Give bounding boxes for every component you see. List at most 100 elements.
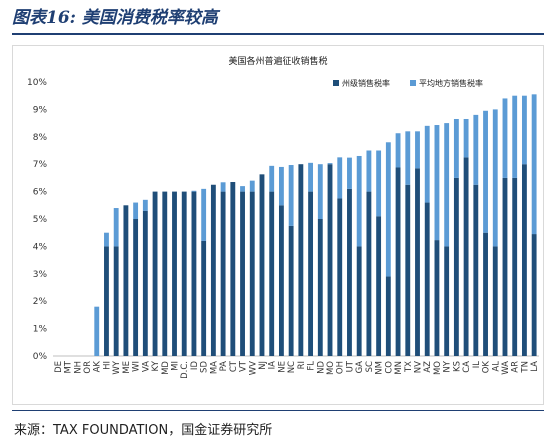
bar-local-rate xyxy=(94,306,100,356)
x-tick-label: WY xyxy=(112,360,122,374)
bar-local-rate xyxy=(376,150,382,217)
bar-state-rate xyxy=(347,188,352,356)
x-tick-label: CA xyxy=(462,361,472,373)
bar-state-rate xyxy=(133,219,139,356)
x-tick-label: NC xyxy=(287,361,297,373)
bar-local-rate xyxy=(492,109,498,247)
bar-state-rate xyxy=(356,246,362,356)
bottom-rule xyxy=(12,410,544,411)
bar-state-rate xyxy=(337,198,343,356)
bar-state-rate xyxy=(317,219,323,356)
x-tick-label: CT xyxy=(229,360,239,372)
bar-state-rate xyxy=(415,168,420,356)
y-tick-label: 9% xyxy=(33,105,48,115)
bar-local-rate xyxy=(347,157,352,189)
x-tick-label: AK xyxy=(93,361,103,373)
bar-state-rate xyxy=(298,164,304,356)
bar-state-rate xyxy=(259,174,265,356)
bar-state-rate xyxy=(531,234,537,356)
x-tick-label: SD xyxy=(200,361,210,373)
x-tick-label: TN xyxy=(520,361,530,374)
bar-state-rate xyxy=(483,232,488,356)
x-tick-label: VT xyxy=(239,360,249,372)
x-tick-label: TX xyxy=(404,361,414,373)
x-tick-label: AR xyxy=(511,361,521,373)
bar-local-rate xyxy=(512,95,518,178)
x-tick-label: MT xyxy=(64,360,74,373)
bar-local-rate xyxy=(424,125,430,203)
bar-state-rate xyxy=(152,191,158,356)
bar-local-rate xyxy=(366,150,372,192)
bar-local-rate xyxy=(191,190,197,192)
bar-state-rate xyxy=(162,191,168,356)
bar-state-rate xyxy=(181,191,187,356)
bar-local-rate xyxy=(278,166,284,206)
bar-state-rate xyxy=(521,164,527,356)
sales-tax-chart: 美国各州普遍征收销售税 州级销售税率 平均地方销售税率 0% 1% 2% 3% 4% 5%… xyxy=(27,55,540,379)
y-tick-label: 3% xyxy=(33,270,48,280)
x-tick-label: MN xyxy=(394,361,404,375)
x-tick-label: DE xyxy=(54,361,64,373)
bar-local-rate xyxy=(240,186,245,192)
x-tick-label: RI xyxy=(297,361,307,369)
x-tick-label: WA xyxy=(501,361,511,375)
bar-state-rate xyxy=(327,164,333,356)
bars xyxy=(94,94,537,356)
x-tick-label: WV xyxy=(248,361,258,375)
bar-state-rate xyxy=(453,177,459,356)
bar-local-rate xyxy=(502,98,508,178)
bar-state-rate xyxy=(201,240,207,356)
bar-state-rate xyxy=(492,246,498,356)
x-tick-label: PA xyxy=(219,361,229,372)
bar-state-rate xyxy=(104,246,109,356)
bar-state-rate xyxy=(444,246,450,356)
x-tick-label: AL xyxy=(491,361,501,372)
x-tick-label: SC xyxy=(365,361,375,372)
x-tick-label: MO xyxy=(433,361,443,375)
x-tick-label: ME xyxy=(122,361,132,374)
bar-state-rate xyxy=(142,210,148,356)
bar-local-rate xyxy=(317,164,323,219)
y-tick-label: 5% xyxy=(33,215,48,225)
bar-local-rate xyxy=(308,162,314,192)
figure-title: 图表16: 美国消费税率较高 xyxy=(12,8,218,28)
bar-local-rate xyxy=(463,118,469,158)
x-tick-label: IL xyxy=(472,361,482,369)
chart-title: 美国各州普遍征收销售税 xyxy=(228,55,327,67)
y-tick-label: 7% xyxy=(33,160,48,170)
x-tick-label: VA xyxy=(141,361,151,372)
bar-state-rate xyxy=(434,240,440,356)
x-tick-label: KS xyxy=(452,361,462,372)
bar-local-rate xyxy=(473,114,479,185)
legend-swatch-local xyxy=(410,80,416,86)
bar-local-rate xyxy=(483,110,488,233)
bar-local-rate xyxy=(405,131,411,185)
bar-local-rate xyxy=(113,208,119,247)
bar-local-rate xyxy=(531,94,537,235)
bar-state-rate xyxy=(172,191,177,356)
bar-local-rate xyxy=(142,199,148,211)
x-tick-label: FL xyxy=(307,361,317,371)
bar-state-rate xyxy=(288,225,294,356)
bar-local-rate xyxy=(269,165,275,192)
x-tick-label: OK xyxy=(482,361,492,374)
bar-local-rate xyxy=(444,123,450,247)
bar-local-rate xyxy=(395,133,401,168)
y-tick-label: 6% xyxy=(33,188,48,198)
legend-label-local: 平均地方销售税率 xyxy=(419,78,483,88)
y-tick-label: 1% xyxy=(33,325,48,335)
bar-local-rate xyxy=(453,118,459,178)
bar-state-rate xyxy=(376,216,382,356)
bar-local-rate xyxy=(521,95,527,165)
x-tick-label: NM xyxy=(375,361,385,375)
bar-local-rate xyxy=(337,157,343,199)
bar-state-rate xyxy=(308,191,314,356)
bar-local-rate xyxy=(288,165,294,226)
bar-state-rate xyxy=(463,157,469,356)
x-tick-label: MO xyxy=(326,361,336,375)
x-tick-label: ID xyxy=(190,361,200,371)
bar-state-rate xyxy=(220,191,226,356)
legend-swatch-state xyxy=(333,80,339,86)
x-tick-label: LA xyxy=(530,361,540,372)
bar-state-rate xyxy=(278,205,284,356)
